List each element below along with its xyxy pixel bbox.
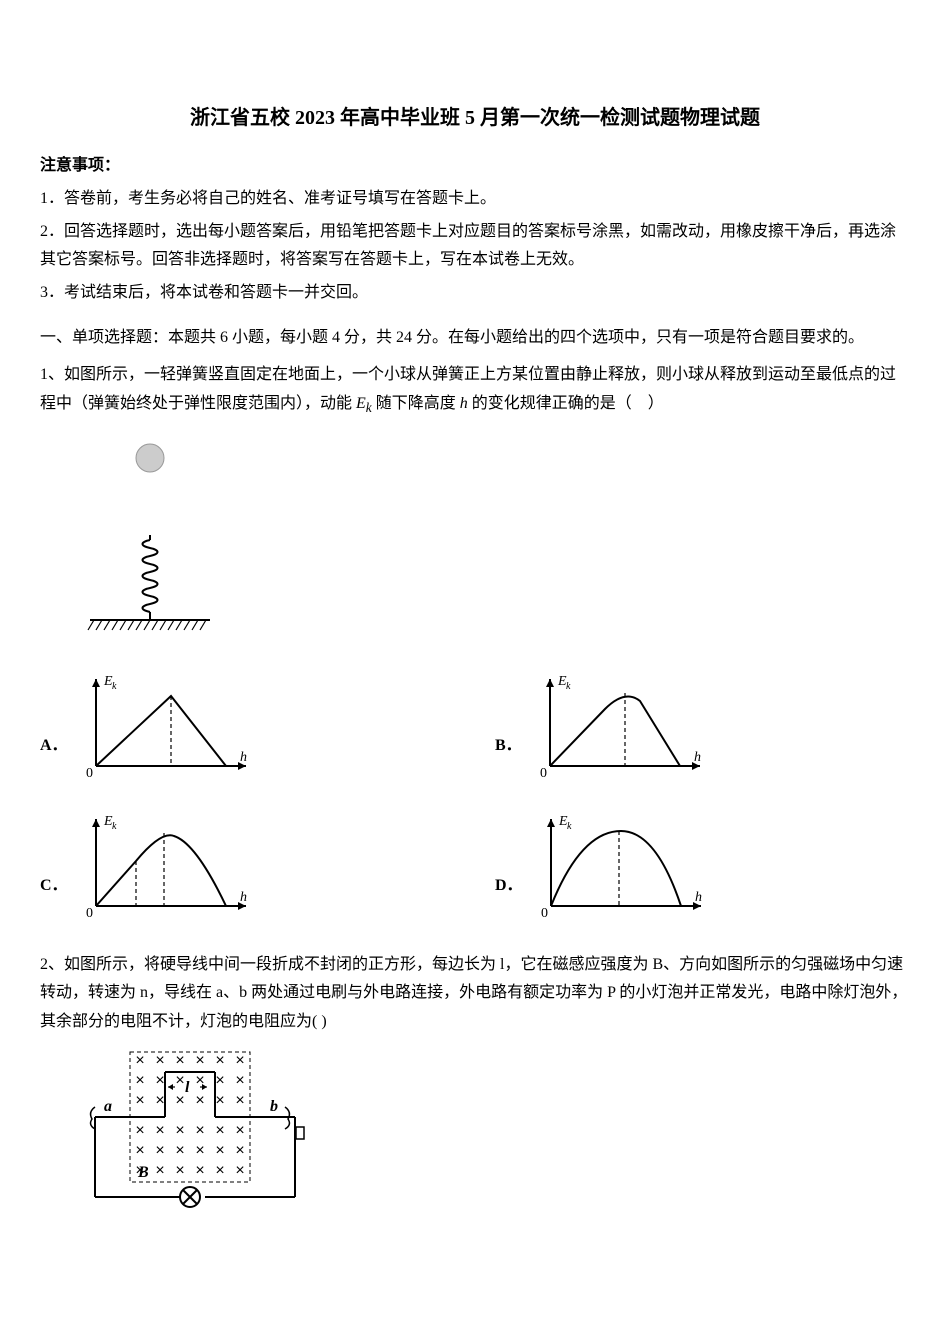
svg-text:k: k — [112, 681, 117, 692]
svg-text:×: × — [215, 1122, 224, 1139]
svg-text:0: 0 — [86, 906, 93, 921]
notes-header: 注意事项： — [40, 152, 910, 181]
svg-text:×: × — [155, 1092, 164, 1109]
svg-text:×: × — [195, 1092, 204, 1109]
note-item: 3．考试结束后，将本试卷和答题卡一并交回。 — [40, 279, 910, 308]
svg-text:×: × — [175, 1092, 184, 1109]
svg-text:×: × — [135, 1072, 144, 1089]
option-b-label: B． — [495, 732, 522, 781]
svg-text:l: l — [185, 1079, 190, 1096]
svg-text:×: × — [235, 1092, 244, 1109]
question-2: 2、如图所示，将硬导线中间一段折成不封闭的正方形，每边长为 l，它在磁感应强度为… — [40, 951, 910, 1037]
option-b: B． E k h 0 — [495, 671, 910, 781]
ek-symbol: Ek — [356, 395, 372, 412]
option-c-label: C． — [40, 872, 68, 921]
svg-text:×: × — [175, 1122, 184, 1139]
note-item: 2．回答选择题时，选出每小题答案后，用铅笔把答题卡上对应题目的答案标号涂黑，如需… — [40, 218, 910, 276]
svg-text:×: × — [235, 1142, 244, 1159]
svg-text:b: b — [270, 1098, 278, 1115]
svg-text:0: 0 — [541, 906, 548, 921]
svg-text:×: × — [195, 1052, 204, 1069]
svg-text:a: a — [104, 1098, 112, 1115]
svg-text:×: × — [235, 1072, 244, 1089]
svg-text:×: × — [155, 1052, 164, 1069]
svg-text:×: × — [135, 1142, 144, 1159]
q1-text-suffix: 的变化规律正确的是（ ） — [472, 395, 664, 412]
circuit-diagram: ×××××× ×××××× ×××××× ×××××× ×××××× ×××××… — [80, 1047, 910, 1228]
svg-text:h: h — [240, 890, 247, 905]
svg-text:×: × — [175, 1072, 184, 1089]
svg-text:×: × — [135, 1122, 144, 1139]
svg-text:×: × — [235, 1052, 244, 1069]
option-d-label: D． — [495, 872, 523, 921]
note-item: 1．答卷前，考生务必将自己的姓名、准考证号填写在答题卡上。 — [40, 185, 910, 214]
svg-text:×: × — [175, 1052, 184, 1069]
question-1: 1、如图所示，一轻弹簧竖直固定在地面上，一个小球从弹簧正上方某位置由静止释放，则… — [40, 361, 910, 420]
section-1-header: 一、单项选择题：本题共 6 小题，每小题 4 分，共 24 分。在每小题给出的四… — [40, 324, 910, 353]
svg-text:×: × — [175, 1142, 184, 1159]
svg-text:0: 0 — [86, 766, 93, 781]
svg-text:×: × — [235, 1162, 244, 1179]
svg-text:k: k — [567, 821, 572, 832]
svg-text:B: B — [137, 1164, 149, 1181]
svg-text:×: × — [195, 1142, 204, 1159]
svg-text:×: × — [195, 1162, 204, 1179]
svg-text:×: × — [215, 1142, 224, 1159]
option-c: C． E k h 0 — [40, 811, 455, 921]
svg-text:k: k — [112, 821, 117, 832]
svg-text:×: × — [215, 1162, 224, 1179]
option-a: A． E k h 0 — [40, 671, 455, 781]
svg-text:h: h — [694, 750, 701, 765]
exam-title: 浙江省五校 2023 年高中毕业班 5 月第一次统一检测试题物理试题 — [40, 100, 910, 136]
svg-text:×: × — [155, 1162, 164, 1179]
svg-text:×: × — [215, 1052, 224, 1069]
svg-text:×: × — [155, 1122, 164, 1139]
svg-text:×: × — [195, 1122, 204, 1139]
q1-text-mid: 随下降高度 — [376, 395, 456, 412]
spring-ball-diagram — [80, 440, 910, 651]
svg-text:×: × — [175, 1162, 184, 1179]
svg-text:h: h — [240, 750, 247, 765]
option-d: D． E k h 0 — [495, 811, 910, 921]
option-a-label: A． — [40, 732, 68, 781]
svg-text:×: × — [135, 1052, 144, 1069]
svg-text:×: × — [135, 1092, 144, 1109]
svg-text:×: × — [215, 1092, 224, 1109]
h-symbol: h — [460, 395, 468, 412]
svg-text:×: × — [155, 1142, 164, 1159]
svg-text:0: 0 — [540, 766, 547, 781]
svg-text:×: × — [235, 1122, 244, 1139]
svg-text:k: k — [566, 681, 571, 692]
q1-text-prefix: 1、如图所示，一轻弹簧竖直固定在地面上，一个小球从弹簧正上方某位置由静止释放，则… — [40, 366, 896, 412]
q1-options: A． E k h 0 B． E k h 0 — [40, 671, 910, 921]
svg-text:×: × — [215, 1072, 224, 1089]
svg-text:×: × — [155, 1072, 164, 1089]
svg-text:h: h — [695, 890, 702, 905]
